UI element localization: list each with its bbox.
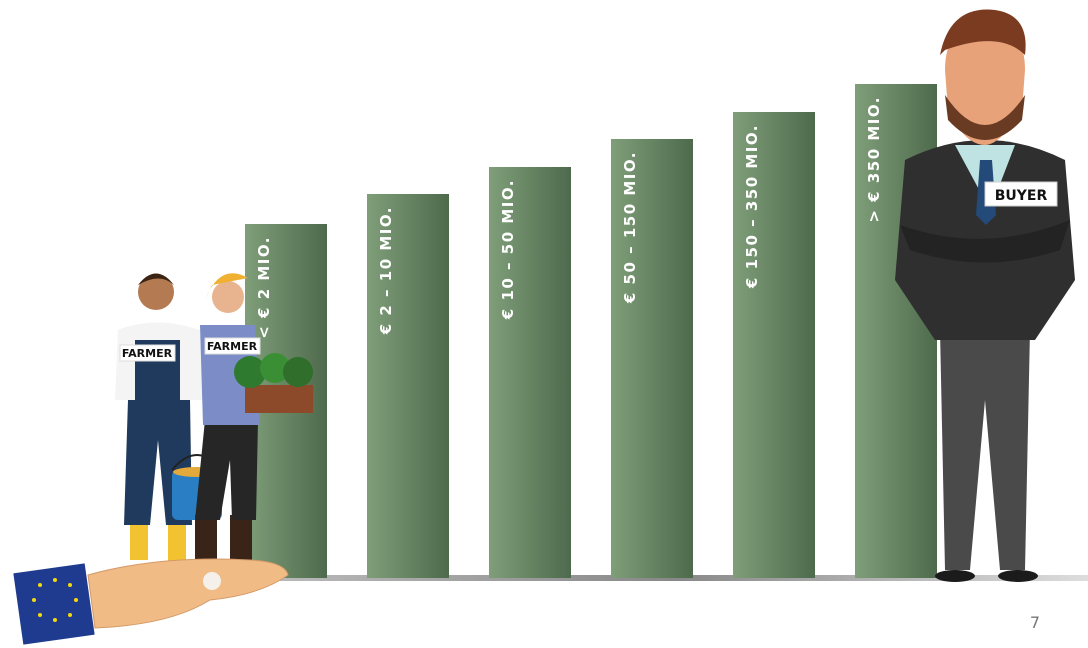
- buyer-tag: BUYER: [995, 188, 1048, 204]
- bar: [489, 167, 571, 578]
- bar: [611, 139, 693, 578]
- page-number: 7: [1030, 613, 1040, 632]
- bar-label: > € 350 MIO.: [865, 96, 883, 223]
- buyer: BUYER: [895, 9, 1075, 582]
- bar-label: € 50 – 150 MIO.: [621, 151, 639, 304]
- eu-hand: [13, 558, 289, 645]
- bar-label: € 2 – 10 MIO.: [377, 206, 395, 335]
- bar-label: € 150 – 350 MIO.: [743, 124, 761, 289]
- bar-label: < € 2 MIO.: [255, 236, 273, 339]
- bar-label: € 10 – 50 MIO.: [499, 179, 517, 320]
- bar: [367, 194, 449, 578]
- bars: < € 2 MIO. € 2 – 10 MIO. € 10 – 50 MIO. € 5…: [245, 84, 937, 578]
- farmer-tag: FARMER: [207, 340, 258, 353]
- farmer-tag: FARMER: [122, 347, 173, 360]
- bar: [733, 112, 815, 578]
- farmer-2: FARMER: [195, 273, 313, 570]
